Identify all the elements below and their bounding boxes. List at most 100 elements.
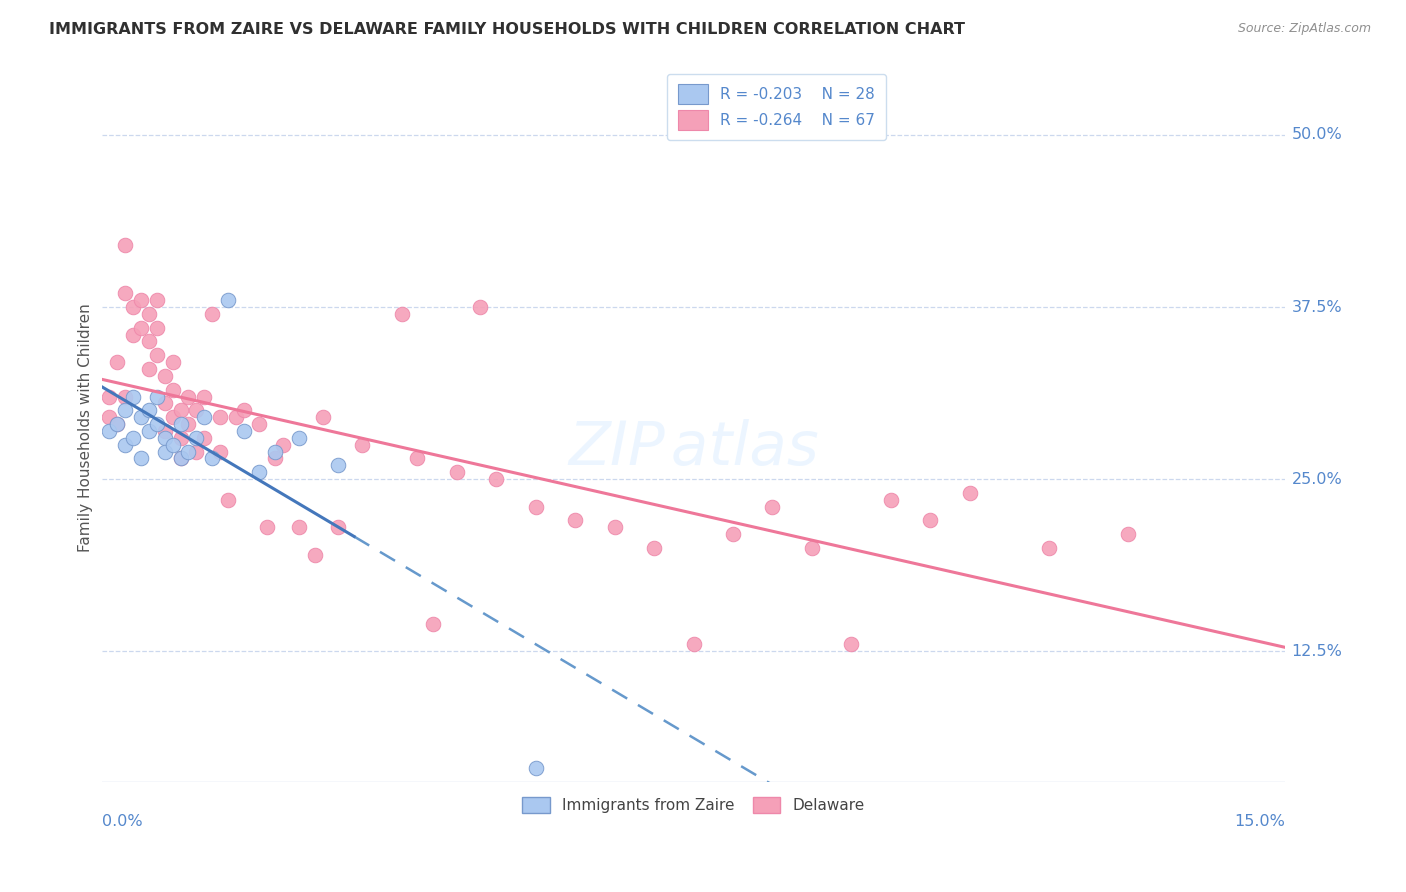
Point <box>422 616 444 631</box>
Point <box>288 431 311 445</box>
Point <box>153 396 176 410</box>
Point <box>114 238 136 252</box>
Point <box>304 548 326 562</box>
Point <box>129 320 152 334</box>
Point <box>169 431 191 445</box>
Point <box>328 520 350 534</box>
Point <box>169 451 191 466</box>
Point <box>146 390 169 404</box>
Text: 12.5%: 12.5% <box>1291 644 1343 658</box>
Point <box>603 520 626 534</box>
Point <box>201 307 224 321</box>
Point <box>920 513 942 527</box>
Point <box>391 307 413 321</box>
Text: 0.0%: 0.0% <box>101 814 142 829</box>
Point <box>485 472 508 486</box>
Point <box>98 424 121 438</box>
Point <box>264 444 287 458</box>
Point <box>138 403 160 417</box>
Point <box>208 410 231 425</box>
Point <box>129 451 152 466</box>
Text: 50.0%: 50.0% <box>1291 128 1343 143</box>
Point <box>201 451 224 466</box>
Point <box>800 541 823 555</box>
Point <box>249 465 271 479</box>
Point <box>256 520 278 534</box>
Point <box>959 486 981 500</box>
Point <box>1116 527 1139 541</box>
Point <box>177 390 200 404</box>
Point <box>186 431 208 445</box>
Point <box>129 410 152 425</box>
Point <box>105 417 128 431</box>
Point <box>153 424 176 438</box>
Point <box>146 417 169 431</box>
Point <box>232 403 254 417</box>
Point <box>193 410 215 425</box>
Point <box>162 355 184 369</box>
Point <box>193 431 215 445</box>
Point <box>271 438 294 452</box>
Point <box>288 520 311 534</box>
Point <box>446 465 468 479</box>
Point <box>311 410 333 425</box>
Y-axis label: Family Households with Children: Family Households with Children <box>79 303 93 552</box>
Point <box>114 286 136 301</box>
Point <box>146 293 169 307</box>
Point <box>169 403 191 417</box>
Point <box>564 513 586 527</box>
Point <box>122 300 145 314</box>
Point <box>122 390 145 404</box>
Text: 25.0%: 25.0% <box>1291 472 1343 487</box>
Point <box>122 327 145 342</box>
Point <box>217 492 239 507</box>
Text: 37.5%: 37.5% <box>1291 300 1341 315</box>
Legend: Immigrants from Zaire, Delaware: Immigrants from Zaire, Delaware <box>515 789 873 821</box>
Point <box>162 383 184 397</box>
Point <box>880 492 903 507</box>
Point <box>406 451 429 466</box>
Point <box>122 431 145 445</box>
Text: 15.0%: 15.0% <box>1234 814 1285 829</box>
Point <box>1038 541 1060 555</box>
Point <box>186 444 208 458</box>
Point <box>524 500 547 514</box>
Point <box>232 424 254 438</box>
Point <box>105 417 128 431</box>
Point <box>98 410 121 425</box>
Point <box>114 403 136 417</box>
Point <box>146 348 169 362</box>
Point <box>186 403 208 417</box>
Point <box>682 637 704 651</box>
Point <box>208 444 231 458</box>
Point <box>761 500 783 514</box>
Text: ZIP atlas: ZIP atlas <box>568 419 818 478</box>
Point <box>138 362 160 376</box>
Point <box>162 438 184 452</box>
Point <box>153 368 176 383</box>
Text: Source: ZipAtlas.com: Source: ZipAtlas.com <box>1237 22 1371 36</box>
Point <box>841 637 863 651</box>
Point <box>138 334 160 349</box>
Point <box>721 527 744 541</box>
Point <box>129 293 152 307</box>
Point <box>138 307 160 321</box>
Point <box>169 417 191 431</box>
Point <box>643 541 665 555</box>
Point <box>328 458 350 473</box>
Point <box>217 293 239 307</box>
Point <box>105 355 128 369</box>
Point <box>524 761 547 775</box>
Point <box>138 424 160 438</box>
Point <box>193 390 215 404</box>
Point <box>249 417 271 431</box>
Point <box>264 451 287 466</box>
Point <box>114 390 136 404</box>
Point <box>470 300 492 314</box>
Point <box>153 431 176 445</box>
Point <box>352 438 374 452</box>
Point <box>98 390 121 404</box>
Point <box>177 417 200 431</box>
Point <box>146 320 169 334</box>
Point <box>225 410 247 425</box>
